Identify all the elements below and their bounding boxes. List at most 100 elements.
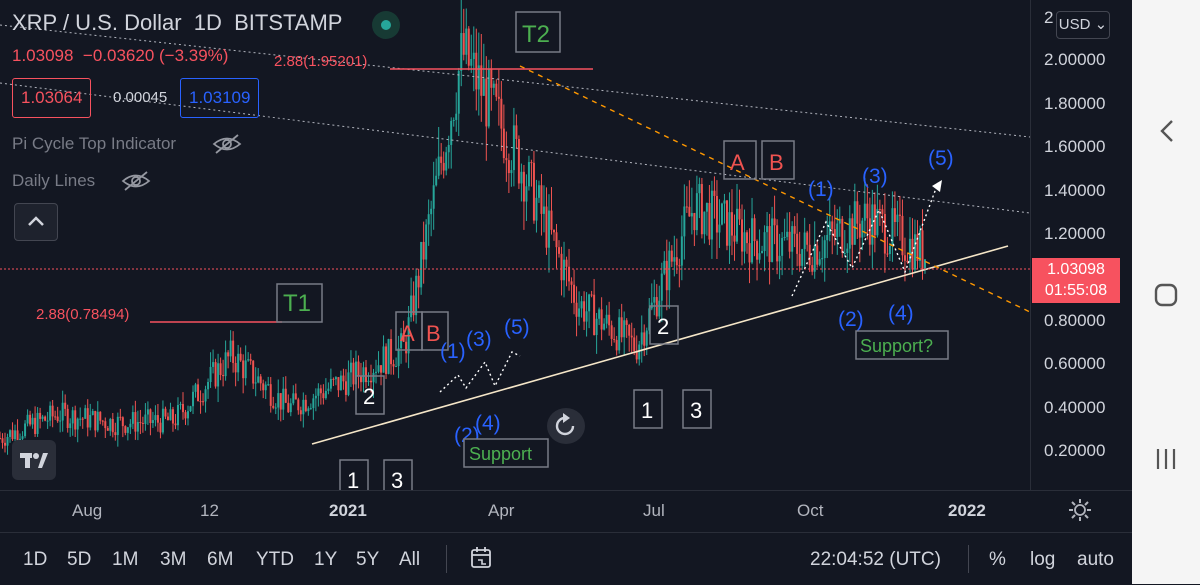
- time-tick: Aug: [72, 501, 103, 520]
- candle-body: [349, 362, 352, 373]
- candle-body: [465, 28, 468, 55]
- candle-body: [64, 402, 67, 409]
- period-all[interactable]: All: [399, 549, 421, 570]
- candle-body: [312, 398, 315, 409]
- candle-body: [385, 346, 388, 374]
- candle-body: [530, 162, 533, 164]
- price-tick: 1.80000: [1044, 94, 1106, 113]
- price-tick: 0.20000: [1044, 441, 1106, 460]
- candle-body: [487, 69, 490, 127]
- tradingview-logo[interactable]: [12, 440, 56, 480]
- candle-body: [154, 415, 157, 421]
- eye-off-icon[interactable]: [212, 133, 242, 155]
- candle-body: [873, 204, 876, 236]
- candle-body: [267, 384, 270, 386]
- tradingview-logo-icon: [20, 453, 48, 468]
- candle-body: [773, 218, 776, 226]
- candle-body: [470, 59, 473, 66]
- period-5y[interactable]: 5Y: [356, 549, 380, 570]
- candle-body: [708, 203, 711, 240]
- top-label-t1: T1: [283, 290, 311, 317]
- candle-body: [725, 200, 728, 246]
- candle-body: [427, 214, 430, 225]
- candle-body: [222, 374, 225, 377]
- candle-body: [229, 340, 232, 357]
- candle-body: [279, 393, 282, 410]
- candle-body: [838, 218, 841, 224]
- candle-body: [831, 221, 834, 230]
- indicator-daily-lines[interactable]: Daily Lines: [12, 171, 96, 190]
- period-5d[interactable]: 5D: [67, 549, 92, 570]
- bid-price[interactable]: 1.03064: [12, 78, 92, 118]
- candle-body: [307, 408, 310, 412]
- top-label-t2: T2: [522, 21, 550, 48]
- candle-body: [590, 294, 593, 296]
- wave-label-a-late: A: [730, 150, 745, 175]
- time-tick: Apr: [488, 501, 515, 520]
- back-icon[interactable]: [1132, 116, 1200, 146]
- candle-body: [207, 382, 210, 390]
- candle-body: [751, 218, 754, 263]
- auto-toggle[interactable]: auto: [1077, 549, 1114, 570]
- candle-body: [573, 284, 576, 303]
- indicator-pi-cycle[interactable]: Pi Cycle Top Indicator: [12, 134, 177, 153]
- candle-body: [304, 399, 307, 412]
- candle-body: [803, 232, 806, 250]
- candle-body: [738, 208, 741, 220]
- period-ytd[interactable]: YTD: [256, 549, 294, 570]
- period-1m[interactable]: 1M: [112, 549, 139, 570]
- candle-body: [502, 128, 505, 159]
- candle-body: [515, 125, 518, 140]
- collapse-legend-button[interactable]: [14, 203, 58, 241]
- candle-body: [136, 422, 139, 432]
- candle-body: [166, 416, 169, 421]
- period-3m[interactable]: 3M: [160, 549, 187, 570]
- candle-body: [801, 249, 804, 266]
- candle-body: [507, 160, 510, 174]
- candle-body: [337, 377, 340, 391]
- eye-off-icon[interactable]: [121, 170, 151, 192]
- candle-body: [327, 388, 330, 391]
- period-1d[interactable]: 1D: [23, 549, 48, 570]
- candle-body: [891, 208, 894, 247]
- price-chart[interactable]: 2.88(1.95201) 2.88(0.78494) T2 T1 A B A …: [0, 0, 1030, 490]
- period-1y[interactable]: 1Y: [314, 549, 338, 570]
- symbol-title[interactable]: XRP / U.S. Dollar 1D BITSTAMP: [12, 10, 343, 35]
- candle-body: [505, 158, 508, 161]
- price-tick: 0.60000: [1044, 354, 1106, 373]
- percent-toggle[interactable]: %: [989, 549, 1006, 570]
- candle-body: [382, 346, 385, 373]
- currency-selector[interactable]: USD ⌄: [1056, 11, 1110, 39]
- candle-body: [0, 438, 1, 440]
- toolbar-divider: [446, 545, 447, 573]
- candle-body: [319, 388, 322, 394]
- candle-body: [532, 162, 535, 221]
- home-icon[interactable]: [1132, 280, 1200, 310]
- candle-body: [658, 300, 661, 317]
- candle-body: [683, 206, 686, 237]
- candle-body: [868, 218, 871, 245]
- recent-apps-icon[interactable]: [1132, 444, 1200, 474]
- candle-body: [798, 253, 801, 266]
- candle-body: [287, 402, 290, 413]
- candle-body: [758, 253, 761, 260]
- price-tick: 0.40000: [1044, 398, 1106, 417]
- candle-body: [828, 221, 831, 236]
- blue-wave-3-late: (3): [862, 165, 888, 188]
- ask-price[interactable]: 1.03109: [180, 78, 260, 118]
- settings-gear-icon[interactable]: [1068, 498, 1092, 522]
- candle-body: [525, 186, 528, 202]
- candle-body: [390, 339, 393, 365]
- candle-body: [480, 65, 483, 96]
- clock-utc[interactable]: 22:04:52 (UTC): [810, 549, 941, 570]
- candle-body: [272, 405, 275, 408]
- candle-body: [139, 422, 142, 424]
- calendar-range-icon[interactable]: [470, 545, 494, 571]
- candle-body: [613, 338, 616, 340]
- log-toggle[interactable]: log: [1030, 549, 1056, 570]
- undo-button[interactable]: [547, 408, 585, 444]
- candle-body: [400, 333, 403, 349]
- candle-body: [918, 230, 921, 261]
- candle-body: [510, 170, 513, 174]
- period-6m[interactable]: 6M: [207, 549, 234, 570]
